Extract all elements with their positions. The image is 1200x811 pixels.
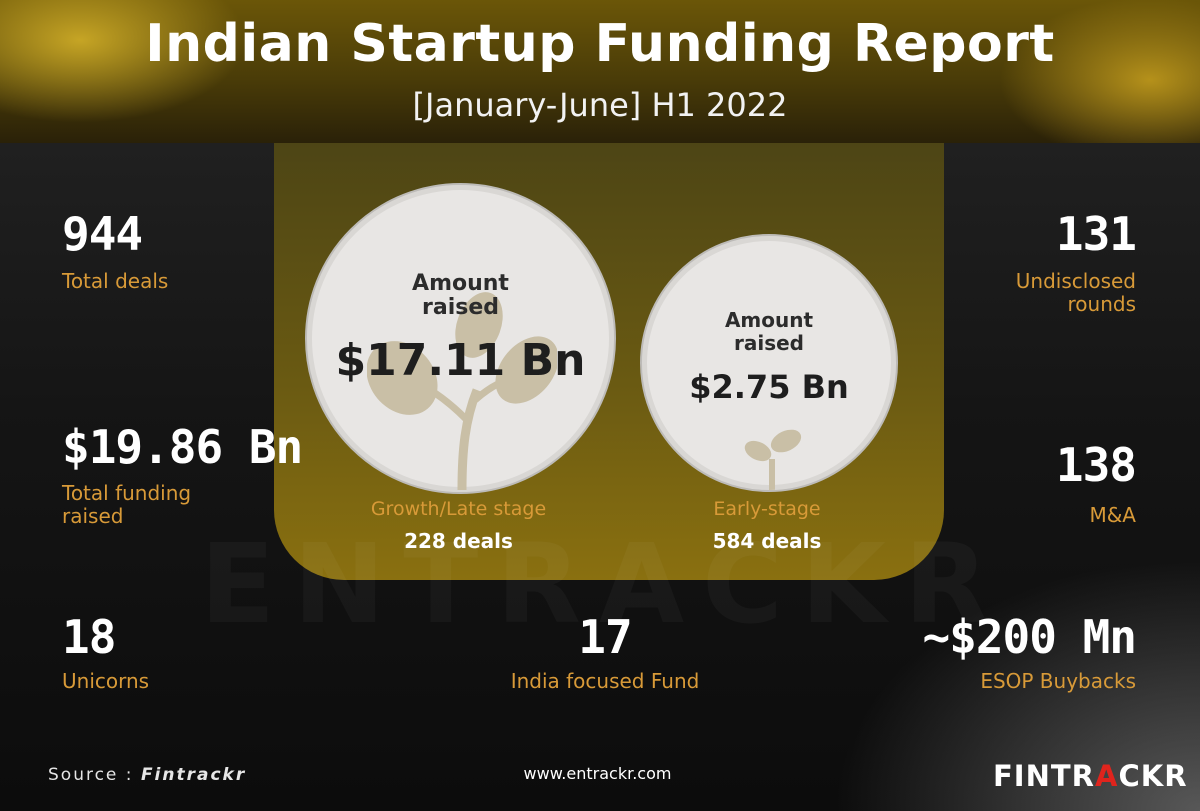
logo-part1: FINTR (993, 759, 1095, 793)
logo-part2: A (1094, 759, 1119, 793)
logo-part3: CKR (1118, 759, 1188, 793)
source-name: Fintrackr (140, 765, 247, 785)
total-deals-value: 944 (62, 207, 143, 261)
total-funding-label-line1: Total funding (62, 481, 192, 505)
source-credit: Source : Fintrackr (48, 765, 246, 785)
growth-label-line2: raised (422, 295, 499, 320)
growth-amount-circle: Amount raised $17.11 Bn (305, 183, 616, 494)
total-funding-value: $19.86 Bn (62, 420, 303, 474)
total-funding-label-line2: raised (62, 504, 124, 528)
sprout-icon (744, 429, 802, 490)
early-amount: $2.75 Bn (689, 368, 849, 406)
fintrackr-logo: FINTRACKR (993, 759, 1188, 793)
early-stage-label: Early-stage (713, 498, 821, 520)
unicorns-value: 18 (62, 610, 116, 664)
esop-label: ESOP Buybacks (980, 669, 1136, 693)
page-subtitle: [January-June] H1 2022 (412, 86, 788, 124)
growth-stage-label: Growth/Late stage (370, 498, 547, 520)
page-title: Indian Startup Funding Report (145, 14, 1055, 74)
mna-label: M&A (1089, 503, 1136, 527)
source-prefix: Source : (48, 765, 141, 785)
undisclosed-label-line1: Undisclosed (1015, 269, 1136, 293)
undisclosed-value: 131 (1055, 207, 1137, 261)
total-deals-label: Total deals (62, 269, 169, 293)
undisclosed-label-line2: rounds (1067, 292, 1137, 316)
growth-label-line1: Amount (412, 271, 509, 296)
mna-value: 138 (1055, 438, 1137, 492)
early-label-line1: Amount (724, 308, 814, 332)
esop-value: ~$200 Mn (922, 610, 1137, 664)
early-amount-circle: Amount raised $2.75 Bn (640, 234, 898, 492)
website-link[interactable]: www.entrackr.com (523, 764, 672, 783)
early-deals-count: 584 deals (712, 529, 822, 553)
growth-amount: $17.11 Bn (335, 335, 586, 386)
early-label-line2: raised (734, 331, 804, 355)
unicorns-label: Unicorns (62, 669, 150, 693)
india-fund-value: 17 (578, 610, 632, 664)
plant-icon (367, 292, 557, 490)
header-banner: Indian Startup Funding Report [January-J… (0, 0, 1200, 143)
india-fund-label: India focused Fund (510, 669, 700, 693)
growth-deals-count: 228 deals (404, 529, 513, 553)
